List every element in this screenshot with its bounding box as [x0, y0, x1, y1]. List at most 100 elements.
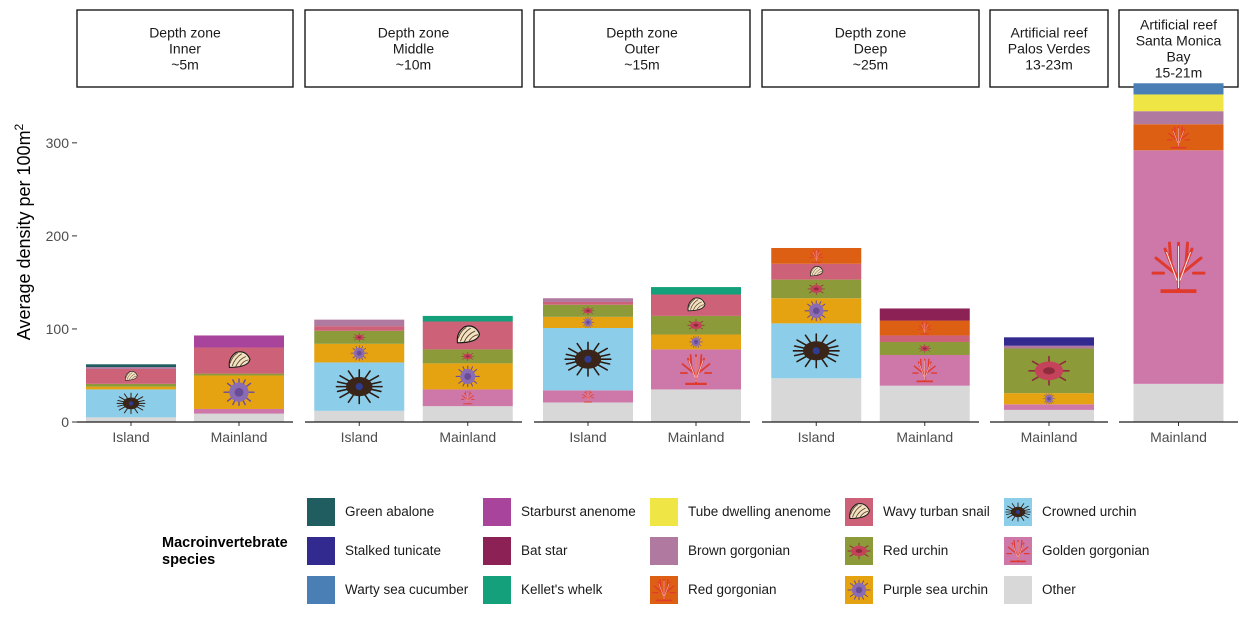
- legend-label: Warty sea cucumber: [345, 582, 469, 597]
- bar-segment-stalked-tunicate: [1004, 337, 1094, 346]
- bar-segment-brown-gorgonian: [1133, 111, 1224, 125]
- bar-segment-other: [1004, 409, 1094, 422]
- legend-item-tube-dwelling-anenome: Tube dwelling anenome: [650, 498, 831, 526]
- bar-segment-other: [771, 378, 862, 422]
- facet-strip-label: Deep: [854, 41, 888, 57]
- x-tick-label: Mainland: [1021, 429, 1078, 445]
- legend-item-golden-gorgonian: Golden gorgonian: [1004, 537, 1149, 565]
- bar-segment-other: [314, 410, 405, 422]
- facet-strip-label: Middle: [393, 41, 434, 57]
- facet-strip-label: ~15m: [624, 57, 659, 73]
- facet-strip: [1118, 9, 1239, 88]
- bar-segment-golden-gorgonian: [194, 408, 284, 414]
- legend-swatch: [483, 576, 511, 604]
- facet-strip-label: ~10m: [396, 57, 431, 73]
- bar-segment-brown-gorgonian: [1004, 345, 1094, 349]
- legend-label: Wavy turban snail: [883, 504, 990, 519]
- legend-label: Bat star: [521, 543, 568, 558]
- bar-segment-other: [1133, 383, 1224, 422]
- facet-strip: [304, 9, 523, 88]
- legend-label: Golden gorgonian: [1042, 543, 1149, 558]
- legend-item-brown-gorgonian: Brown gorgonian: [650, 537, 790, 565]
- facet-strip-label: ~5m: [171, 57, 199, 73]
- facet-strip-label: ~25m: [853, 57, 888, 73]
- legend-item-wavy-turban-snail: Wavy turban snail: [845, 498, 990, 526]
- bar-segment-other: [194, 413, 284, 422]
- bar-segment-kellet-s-whelk: [422, 315, 513, 322]
- legend-item-bat-star: Bat star: [483, 537, 568, 565]
- x-tick-label: Island: [798, 429, 835, 445]
- y-tick-label: 200: [46, 228, 70, 244]
- legend-item-starburst-anenome: Starburst anenome: [483, 498, 636, 526]
- legend-label: Stalked tunicate: [345, 543, 441, 558]
- legend-label: Crowned urchin: [1042, 504, 1137, 519]
- y-axis: 0 100 200 300: [46, 135, 77, 430]
- legend-label: Brown gorgonian: [688, 543, 790, 558]
- x-tick-label: Mainland: [439, 429, 496, 445]
- legend-label: Purple sea urchin: [883, 582, 988, 597]
- legend-swatch: [483, 498, 511, 526]
- facet-strip-label: 15-21m: [1155, 65, 1202, 81]
- facet-strip-label: Palos Verdes: [1008, 41, 1091, 57]
- facet-strip-label: Bay: [1166, 49, 1190, 65]
- legend-swatch: [307, 576, 335, 604]
- bar-segment-wavy-turban-snail: [543, 301, 633, 305]
- bar-segment-brown-gorgonian: [543, 298, 633, 302]
- legend-item-kellet-s-whelk: Kellet's whelk: [483, 576, 603, 604]
- bar-segment-wavy-turban-snail: [879, 335, 970, 342]
- legend-swatch: [1004, 576, 1032, 604]
- legend-label: Red gorgonian: [688, 582, 777, 597]
- x-tick-label: Island: [341, 429, 378, 445]
- facet-strip-label: Depth zone: [835, 25, 907, 41]
- facet-strip-label: Depth zone: [606, 25, 678, 41]
- legend-label: Tube dwelling anenome: [688, 504, 831, 519]
- legend-swatch: [650, 498, 678, 526]
- bar-segment-red-urchin: [86, 383, 176, 387]
- legend-swatch: [483, 537, 511, 565]
- x-tick-label: Mainland: [896, 429, 953, 445]
- facet-strip: [533, 9, 751, 88]
- bar-segment-brown-gorgonian: [314, 319, 405, 327]
- legend-item-green-abalone: Green abalone: [307, 498, 434, 526]
- bar-segment-other: [422, 406, 513, 422]
- bar-segment-bat-star: [879, 308, 970, 321]
- x-tick-label: Mainland: [668, 429, 725, 445]
- facet-strip-label: 13-23m: [1025, 57, 1072, 73]
- bar-segment-kellet-s-whelk: [651, 287, 741, 295]
- legend-title: Macroinvertebrate species: [162, 535, 288, 568]
- y-tick-label: 100: [46, 321, 70, 337]
- legend-item-crowned-urchin: Crowned urchin: [1004, 498, 1137, 526]
- facet-strip-label: Artificial reef: [1140, 17, 1217, 33]
- bar-segment-other: [86, 417, 176, 422]
- legend-swatch: [650, 537, 678, 565]
- facet-strip: [76, 9, 294, 88]
- x-tick-label: Mainland: [211, 429, 268, 445]
- facet-strip-label: Artificial reef: [1010, 25, 1087, 41]
- facet-strip: [989, 9, 1109, 88]
- legend-swatch: [307, 498, 335, 526]
- facet-strip: [761, 9, 980, 88]
- legend-label: Red urchin: [883, 543, 948, 558]
- y-tick-label: 0: [61, 414, 69, 430]
- x-tick-label: Mainland: [1150, 429, 1207, 445]
- bar-segment-starburst-anenome: [194, 335, 284, 348]
- legend-label: Other: [1042, 582, 1076, 597]
- legend-item-purple-sea-urchin: Purple sea urchin: [845, 576, 988, 604]
- legend-swatch: [307, 537, 335, 565]
- bar-segment-purple-sea-urchin: [86, 386, 176, 390]
- bar-segment-green-abalone: [86, 364, 176, 368]
- bar-segment-red-urchin: [194, 373, 284, 376]
- bar-segment-other: [543, 402, 633, 422]
- legend-item-warty-sea-cucumber: Warty sea cucumber: [307, 576, 469, 604]
- legend-label: Green abalone: [345, 504, 434, 519]
- legend-label: Kellet's whelk: [521, 582, 603, 597]
- x-tick-label: Island: [112, 429, 149, 445]
- bar-segment-warty-sea-cucumber: [1133, 83, 1224, 95]
